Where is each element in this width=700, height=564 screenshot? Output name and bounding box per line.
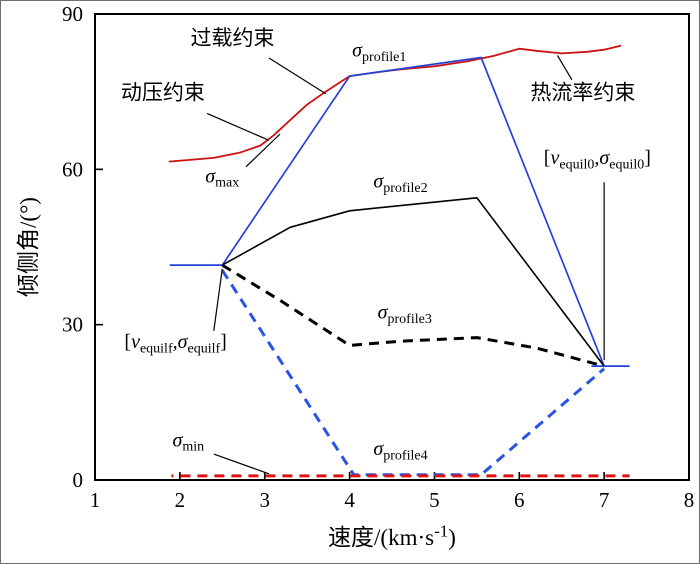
y-tick-label: 30 — [62, 313, 83, 337]
x-tick-label: 8 — [684, 488, 695, 512]
profile3-line — [221, 263, 605, 368]
sigma-min-label: σmin — [173, 429, 205, 454]
equil0-point-label: [vequil0,σequil0] — [544, 147, 651, 172]
x-axis-title: 速度/(km·s-1) — [328, 521, 456, 550]
sigma-max-label-leader — [245, 133, 281, 168]
equilf-point-label: [vequilf,σequilf] — [124, 331, 226, 356]
sigma-max-label: σmax — [205, 165, 239, 190]
profile2-line — [221, 197, 605, 367]
y-tick-label: 60 — [62, 157, 83, 181]
y-axis-title: 倾侧角/(°) — [16, 197, 41, 297]
plot-frame — [94, 13, 690, 481]
y-tick-label: 90 — [62, 2, 83, 26]
overload-constraint-label-leader — [268, 57, 327, 95]
sigma-min-label-leader — [213, 453, 270, 475]
x-tick-label: 1 — [90, 488, 101, 512]
equilf-point-label-leader — [213, 268, 223, 331]
x-tick-label: 4 — [344, 488, 355, 512]
profile4-line — [221, 269, 606, 477]
x-tick-label: 3 — [259, 488, 270, 512]
dynamic-pressure-constraint-label-leader — [206, 112, 270, 141]
x-tick-label: 2 — [175, 488, 186, 512]
heat-flux-constraint-label: 热流率约束 — [530, 80, 635, 104]
x-tick-label: 7 — [599, 488, 610, 512]
profile1-line — [221, 56, 605, 367]
overload-constraint-label: 过载约束 — [190, 26, 274, 50]
heat-flux-constraint-label-leader — [556, 55, 573, 81]
sigma-profile1-label: σprofile1 — [352, 39, 406, 64]
sigma-profile2-label: σprofile2 — [373, 170, 427, 195]
sigma-profile3-label: σprofile3 — [378, 301, 432, 326]
dynamic-pressure-constraint-label: 动压约束 — [121, 80, 205, 104]
sigma-profile4-label: σprofile4 — [373, 438, 427, 463]
y-tick-label: 0 — [73, 468, 84, 492]
x-tick-label: 5 — [429, 488, 440, 512]
x-tick-label: 6 — [514, 488, 525, 512]
